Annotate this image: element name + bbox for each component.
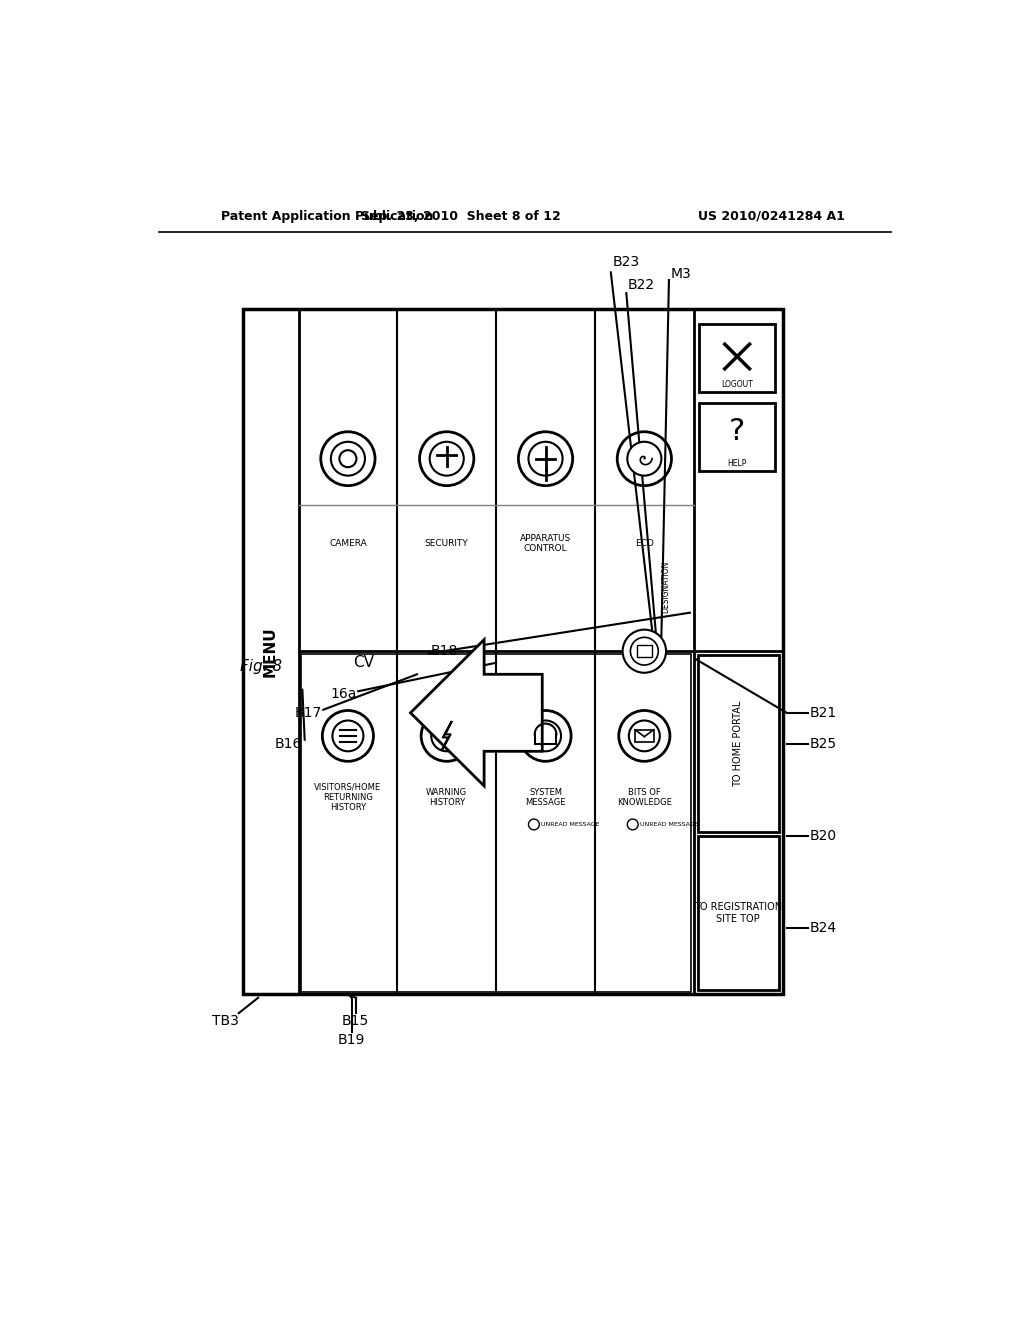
Text: APPARATUS
CONTROL: APPARATUS CONTROL	[520, 533, 571, 553]
Bar	[699, 404, 775, 471]
Circle shape	[623, 630, 666, 673]
Text: CAMERA: CAMERA	[329, 539, 367, 548]
Text: B25: B25	[810, 737, 838, 751]
Circle shape	[631, 638, 658, 665]
Text: B20: B20	[810, 829, 838, 843]
Circle shape	[431, 721, 462, 751]
Circle shape	[420, 432, 474, 486]
Circle shape	[628, 442, 662, 475]
Text: Patent Application Publication: Patent Application Publication	[221, 210, 433, 223]
Text: B23: B23	[612, 255, 640, 269]
Circle shape	[528, 442, 562, 475]
Text: WARNING
HISTORY: WARNING HISTORY	[426, 788, 467, 808]
Text: B21: B21	[810, 706, 838, 719]
Circle shape	[321, 432, 375, 486]
Text: VISITORS/HOME
RETURNING
HISTORY: VISITORS/HOME RETURNING HISTORY	[314, 783, 382, 812]
Bar	[697, 836, 779, 990]
Circle shape	[617, 432, 672, 486]
Text: DESIGNATION: DESIGNATION	[662, 560, 671, 612]
Text: Sep. 23, 2010  Sheet 8 of 12: Sep. 23, 2010 Sheet 8 of 12	[361, 210, 561, 223]
Circle shape	[628, 818, 638, 830]
Bar	[301, 653, 691, 991]
Text: TO REGISTRATION
SITE TOP: TO REGISTRATION SITE TOP	[694, 902, 782, 924]
Text: TO HOME PORTAL: TO HOME PORTAL	[733, 701, 743, 787]
Bar	[699, 323, 775, 392]
Text: SECURITY: SECURITY	[425, 539, 469, 548]
Text: B24: B24	[810, 921, 838, 936]
Text: BITS OF
KNOWLEDGE: BITS OF KNOWLEDGE	[616, 788, 672, 808]
Text: B17: B17	[295, 706, 322, 719]
Circle shape	[530, 721, 561, 751]
Circle shape	[629, 721, 659, 751]
Bar	[635, 730, 653, 742]
Text: UNREAD MESSAGE: UNREAD MESSAGE	[640, 822, 698, 826]
Text: ?: ?	[729, 417, 745, 446]
Circle shape	[339, 450, 356, 467]
Text: TB3: TB3	[212, 1014, 239, 1028]
Text: CV: CV	[352, 655, 374, 671]
Circle shape	[430, 442, 464, 475]
Bar	[697, 655, 779, 832]
Circle shape	[323, 710, 374, 762]
Text: Fig. 8: Fig. 8	[241, 659, 283, 675]
Circle shape	[618, 710, 670, 762]
Bar	[243, 309, 783, 994]
Bar	[637, 645, 652, 657]
Text: B19: B19	[338, 1034, 366, 1047]
Text: US 2010/0241284 A1: US 2010/0241284 A1	[697, 210, 845, 223]
Text: B16: B16	[275, 737, 302, 751]
Text: HELP: HELP	[727, 459, 746, 467]
Text: B15: B15	[342, 1014, 370, 1028]
Text: MENU: MENU	[263, 626, 279, 677]
Circle shape	[421, 710, 472, 762]
Text: UNREAD MESSAGE: UNREAD MESSAGE	[541, 822, 599, 826]
Polygon shape	[411, 640, 543, 785]
Text: SYSTEM
MESSAGE: SYSTEM MESSAGE	[525, 788, 566, 808]
Circle shape	[333, 721, 364, 751]
Text: M3: M3	[671, 267, 691, 281]
Circle shape	[331, 442, 365, 475]
Text: B22: B22	[628, 279, 655, 293]
Text: 16a: 16a	[331, 686, 356, 701]
Text: B18: B18	[430, 644, 458, 659]
Circle shape	[518, 432, 572, 486]
Text: ECO: ECO	[635, 539, 653, 548]
Circle shape	[520, 710, 571, 762]
Text: LOGOUT: LOGOUT	[721, 380, 753, 388]
Circle shape	[528, 818, 540, 830]
